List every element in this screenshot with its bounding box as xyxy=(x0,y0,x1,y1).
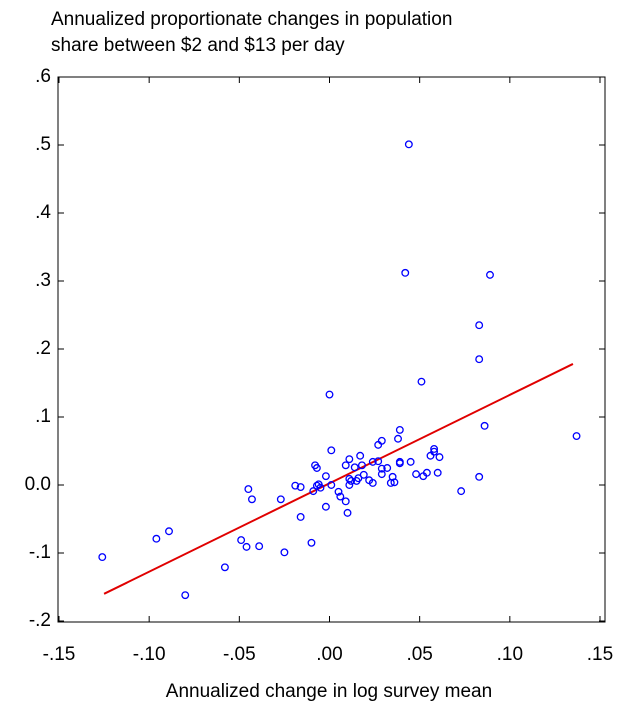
point xyxy=(572,432,581,440)
point xyxy=(377,470,386,479)
point xyxy=(291,481,300,490)
point xyxy=(334,487,343,496)
point xyxy=(433,468,442,477)
x-axis-label: Annualized change in log survey mean xyxy=(166,681,492,702)
point xyxy=(242,542,251,551)
x-tick-label: .15 xyxy=(587,644,613,665)
point xyxy=(475,355,484,364)
point xyxy=(244,485,253,494)
point xyxy=(181,591,190,600)
point xyxy=(280,548,289,557)
point xyxy=(412,470,421,479)
y-tick-label: .1 xyxy=(35,406,51,427)
point xyxy=(377,464,386,473)
point xyxy=(152,534,161,543)
point xyxy=(358,461,366,470)
point xyxy=(316,483,325,492)
point xyxy=(343,508,352,517)
point xyxy=(248,495,256,504)
point xyxy=(321,472,330,481)
point xyxy=(309,487,318,496)
point xyxy=(388,472,397,481)
point xyxy=(354,474,363,483)
point xyxy=(345,455,354,464)
point xyxy=(374,440,383,449)
point xyxy=(296,513,305,521)
point xyxy=(359,470,368,479)
x-tick-label: .00 xyxy=(316,644,342,665)
point xyxy=(296,483,305,491)
point xyxy=(435,453,444,462)
point xyxy=(383,464,392,472)
point xyxy=(321,502,330,511)
x-tick-label: -.05 xyxy=(223,644,256,665)
point xyxy=(430,447,439,456)
x-tick-label: -.15 xyxy=(43,644,76,665)
chart-title: Annualized proportionate changes in popu… xyxy=(51,9,452,30)
point xyxy=(475,472,484,481)
point xyxy=(347,476,356,485)
fit-line xyxy=(103,363,574,595)
y-tick-label: 0.0 xyxy=(25,474,51,495)
point xyxy=(312,464,321,472)
y-tick-label: .2 xyxy=(35,338,51,359)
point xyxy=(327,481,336,489)
y-tick-label: .6 xyxy=(35,66,51,87)
point xyxy=(401,268,410,277)
point xyxy=(165,527,173,536)
point xyxy=(426,451,435,460)
point xyxy=(480,421,489,430)
y-tick-label: -.1 xyxy=(29,542,51,563)
y-tick-label: .3 xyxy=(35,270,51,291)
point xyxy=(368,457,377,466)
point xyxy=(325,390,334,399)
point xyxy=(255,542,264,551)
point xyxy=(430,445,439,453)
point xyxy=(394,434,402,443)
point xyxy=(327,446,336,455)
point xyxy=(417,377,426,386)
point xyxy=(377,436,386,445)
point xyxy=(368,479,377,487)
x-tick-label: -.10 xyxy=(133,644,166,665)
point xyxy=(406,457,415,466)
y-tick-label: -.2 xyxy=(29,610,51,631)
y-tick-label: .4 xyxy=(35,202,51,223)
x-tick-label: .05 xyxy=(406,644,432,665)
x-tick-label: .10 xyxy=(497,644,523,665)
point xyxy=(336,492,345,501)
point xyxy=(475,321,484,330)
point xyxy=(345,474,354,483)
point xyxy=(395,425,404,434)
point xyxy=(486,270,494,279)
point xyxy=(395,459,404,468)
point xyxy=(307,538,316,547)
point xyxy=(374,457,383,466)
point xyxy=(356,451,365,460)
point xyxy=(404,140,413,149)
point xyxy=(341,461,350,470)
point xyxy=(237,536,246,545)
plot-frame xyxy=(57,76,606,623)
point xyxy=(220,563,229,572)
point xyxy=(350,463,359,472)
point xyxy=(457,487,466,496)
point xyxy=(422,468,431,477)
point xyxy=(390,478,399,487)
point xyxy=(276,495,285,504)
point xyxy=(98,553,107,562)
y-tick-label: .5 xyxy=(35,134,51,155)
chart-title: share between $2 and $13 per day xyxy=(51,35,345,56)
point xyxy=(341,497,350,506)
